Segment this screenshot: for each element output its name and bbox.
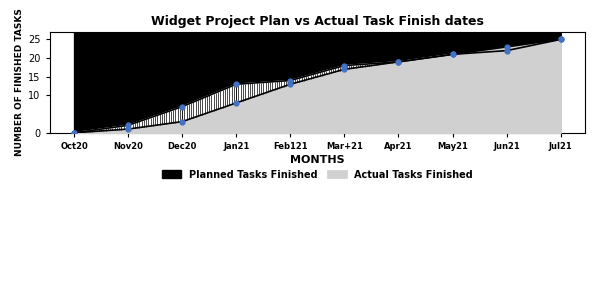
Title: Widget Project Plan vs Actual Task Finish dates: Widget Project Plan vs Actual Task Finis…: [151, 15, 484, 28]
Legend: Planned Tasks Finished, Actual Tasks Finished: Planned Tasks Finished, Actual Tasks Fin…: [158, 166, 477, 183]
X-axis label: MONTHS: MONTHS: [290, 155, 344, 165]
Y-axis label: NUMBER OF FINISHED TASKS: NUMBER OF FINISHED TASKS: [15, 8, 24, 156]
